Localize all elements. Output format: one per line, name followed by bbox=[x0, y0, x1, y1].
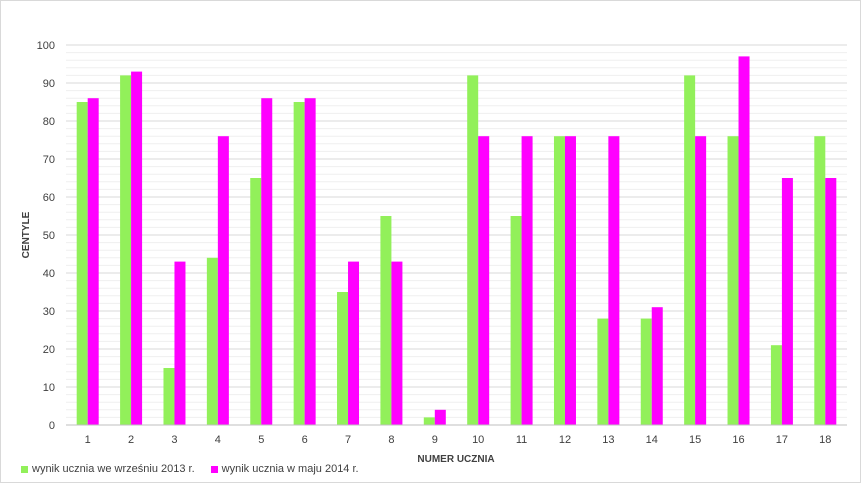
x-tick-label: 5 bbox=[258, 434, 264, 446]
x-tick-label: 12 bbox=[559, 434, 571, 446]
bar-may-student-8 bbox=[391, 261, 403, 425]
bar-september-student-2 bbox=[120, 75, 132, 426]
x-tick-label: 9 bbox=[432, 434, 438, 446]
y-tick-label: 70 bbox=[43, 154, 55, 166]
bar-may-student-5 bbox=[261, 98, 273, 425]
bar-september-student-16 bbox=[727, 136, 739, 425]
y-tick-label: 30 bbox=[43, 306, 55, 318]
bar-may-student-16 bbox=[738, 56, 750, 426]
legend: wynik ucznia we wrześniu 2013 r. wynik u… bbox=[21, 463, 359, 475]
x-tick-label: 14 bbox=[646, 434, 658, 446]
bar-september-student-3 bbox=[163, 368, 175, 425]
bar-september-student-18 bbox=[814, 136, 826, 425]
bar-september-student-17 bbox=[770, 345, 782, 425]
bar-may-student-18 bbox=[825, 178, 837, 425]
y-tick-label: 40 bbox=[43, 268, 55, 280]
bar-may-student-3 bbox=[174, 261, 186, 425]
bar-september-student-11 bbox=[510, 216, 522, 425]
bar-may-student-9 bbox=[434, 409, 446, 425]
legend-label-september: wynik ucznia we wrześniu 2013 r. bbox=[32, 463, 195, 475]
y-axis-title: CENTYLE bbox=[21, 211, 32, 258]
bar-september-student-4 bbox=[206, 257, 218, 425]
y-axis-ticks: 0 10 20 30 40 50 60 70 80 90 100 bbox=[37, 40, 55, 432]
bar-may-student-13 bbox=[608, 136, 620, 425]
x-tick-label: 6 bbox=[302, 434, 308, 446]
bar-september-student-5 bbox=[250, 178, 262, 425]
bar-may-student-14 bbox=[651, 307, 663, 425]
legend-item-may: wynik ucznia w maju 2014 r. bbox=[210, 463, 359, 475]
bar-may-student-7 bbox=[348, 261, 360, 425]
x-tick-label: 7 bbox=[345, 434, 351, 446]
y-tick-label: 100 bbox=[37, 40, 55, 52]
bar-september-student-8 bbox=[380, 216, 392, 425]
y-tick-label: 50 bbox=[43, 230, 55, 242]
y-tick-label: 90 bbox=[43, 78, 55, 90]
bar-may-student-11 bbox=[521, 136, 533, 425]
y-tick-label: 10 bbox=[43, 382, 55, 394]
y-tick-label: 80 bbox=[43, 116, 55, 128]
bars bbox=[76, 56, 837, 426]
legend-item-september: wynik ucznia we wrześniu 2013 r. bbox=[21, 463, 195, 475]
y-tick-label: 20 bbox=[43, 344, 55, 356]
x-tick-label: 11 bbox=[516, 434, 527, 446]
x-tick-label: 18 bbox=[819, 434, 831, 446]
bar-september-student-15 bbox=[684, 75, 696, 426]
legend-swatch-september bbox=[21, 465, 28, 473]
bar-may-student-17 bbox=[781, 178, 793, 425]
x-tick-label: 3 bbox=[171, 434, 177, 446]
bar-september-student-13 bbox=[597, 318, 609, 425]
x-tick-label: 10 bbox=[472, 434, 484, 446]
x-tick-label: 8 bbox=[388, 434, 394, 446]
legend-swatch-may bbox=[210, 465, 218, 473]
x-tick-label: 13 bbox=[602, 434, 614, 446]
bar-september-student-9 bbox=[423, 417, 435, 425]
x-axis-ticks: 1 2 3 4 5 6 7 8 9 10 11 12 13 14 15 16 17 18 bbox=[85, 434, 832, 446]
legend-label-may: wynik ucznia w maju 2014 r. bbox=[221, 463, 359, 475]
bar-may-student-4 bbox=[217, 136, 229, 425]
x-tick-label: 15 bbox=[689, 434, 701, 446]
bar-september-student-1 bbox=[76, 102, 88, 425]
x-tick-label: 1 bbox=[85, 434, 91, 446]
bar-september-student-14 bbox=[640, 318, 652, 425]
bar-may-student-2 bbox=[131, 71, 143, 425]
x-axis-title: NUMER UCZNIA bbox=[417, 454, 494, 465]
x-tick-label: 17 bbox=[776, 434, 788, 446]
bar-may-student-12 bbox=[564, 136, 576, 425]
bar-may-student-1 bbox=[87, 98, 99, 425]
bar-may-student-15 bbox=[695, 136, 707, 425]
y-tick-label: 0 bbox=[49, 420, 55, 432]
x-tick-label: 2 bbox=[128, 434, 134, 446]
bar-may-student-10 bbox=[478, 136, 490, 425]
x-tick-label: 4 bbox=[215, 434, 221, 446]
y-tick-label: 60 bbox=[43, 192, 55, 204]
bar-september-student-10 bbox=[467, 75, 479, 426]
bar-september-student-12 bbox=[553, 136, 565, 425]
bar-september-student-7 bbox=[337, 292, 349, 425]
x-tick-label: 16 bbox=[732, 434, 744, 446]
gridlines bbox=[66, 44, 847, 418]
bar-may-student-6 bbox=[304, 98, 316, 425]
bar-september-student-6 bbox=[293, 102, 305, 425]
